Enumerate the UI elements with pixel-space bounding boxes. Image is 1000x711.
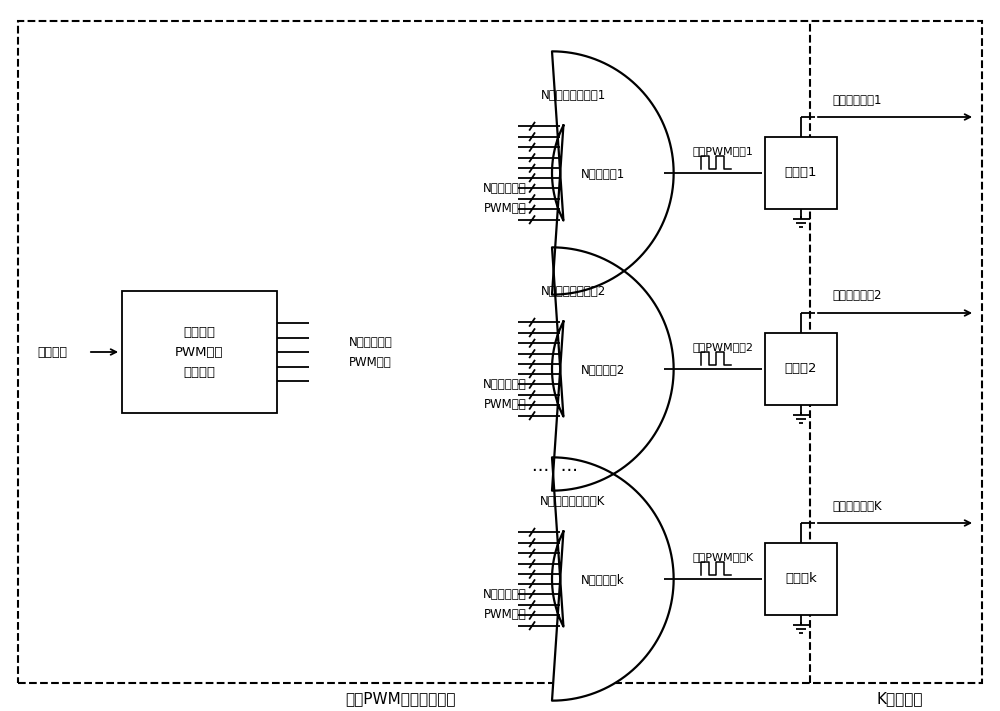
Text: 至热调相移器K: 至热调相移器K: [832, 500, 882, 513]
Text: N个基准数字: N个基准数字: [483, 182, 527, 196]
Text: ···  ···: ··· ···: [532, 462, 578, 480]
Text: PWM信号: PWM信号: [175, 346, 224, 358]
Text: 数字PWM信号K: 数字PWM信号K: [692, 552, 754, 562]
Text: 功率管1: 功率管1: [785, 166, 817, 179]
Text: N个基准数字: N个基准数字: [483, 588, 527, 602]
Text: PWM信号: PWM信号: [349, 356, 392, 368]
Text: N输入或门k: N输入或门k: [581, 574, 625, 587]
Text: 功率管k: 功率管k: [785, 572, 817, 585]
Text: 数字PWM信号2: 数字PWM信号2: [692, 342, 754, 352]
Text: 功率管2: 功率管2: [785, 363, 817, 375]
Polygon shape: [552, 247, 674, 491]
Text: PWM信号: PWM信号: [484, 202, 526, 215]
Polygon shape: [552, 51, 674, 294]
Text: N个基准数字: N个基准数字: [349, 336, 393, 348]
Text: 数字PWM信号1: 数字PWM信号1: [693, 146, 753, 156]
Text: N输入或门1: N输入或门1: [581, 169, 625, 181]
Text: 数字PWM信号生成模块: 数字PWM信号生成模块: [345, 692, 455, 707]
Text: 至热调相移器1: 至热调相移器1: [832, 94, 882, 107]
Bar: [122, 291, 277, 413]
Text: 产生模块: 产生模块: [184, 365, 216, 378]
Text: N位数字控制信号2: N位数字控制信号2: [540, 285, 606, 298]
Text: 至热调相移器2: 至热调相移器2: [832, 289, 882, 302]
Text: K个功率管: K个功率管: [877, 692, 923, 707]
Text: N输入或门2: N输入或门2: [581, 365, 625, 378]
Text: N位数字控制信号1: N位数字控制信号1: [540, 89, 606, 102]
Text: PWM信号: PWM信号: [484, 608, 526, 621]
Text: 高频时钟: 高频时钟: [37, 346, 67, 358]
Bar: [765, 543, 837, 615]
Text: N位数字控制信号K: N位数字控制信号K: [540, 495, 606, 508]
Text: 基准数字: 基准数字: [184, 326, 216, 338]
Polygon shape: [552, 457, 674, 700]
Bar: [765, 333, 837, 405]
Text: N个基准数字: N个基准数字: [483, 378, 527, 391]
Text: PWM信号: PWM信号: [484, 398, 526, 411]
Bar: [765, 137, 837, 209]
